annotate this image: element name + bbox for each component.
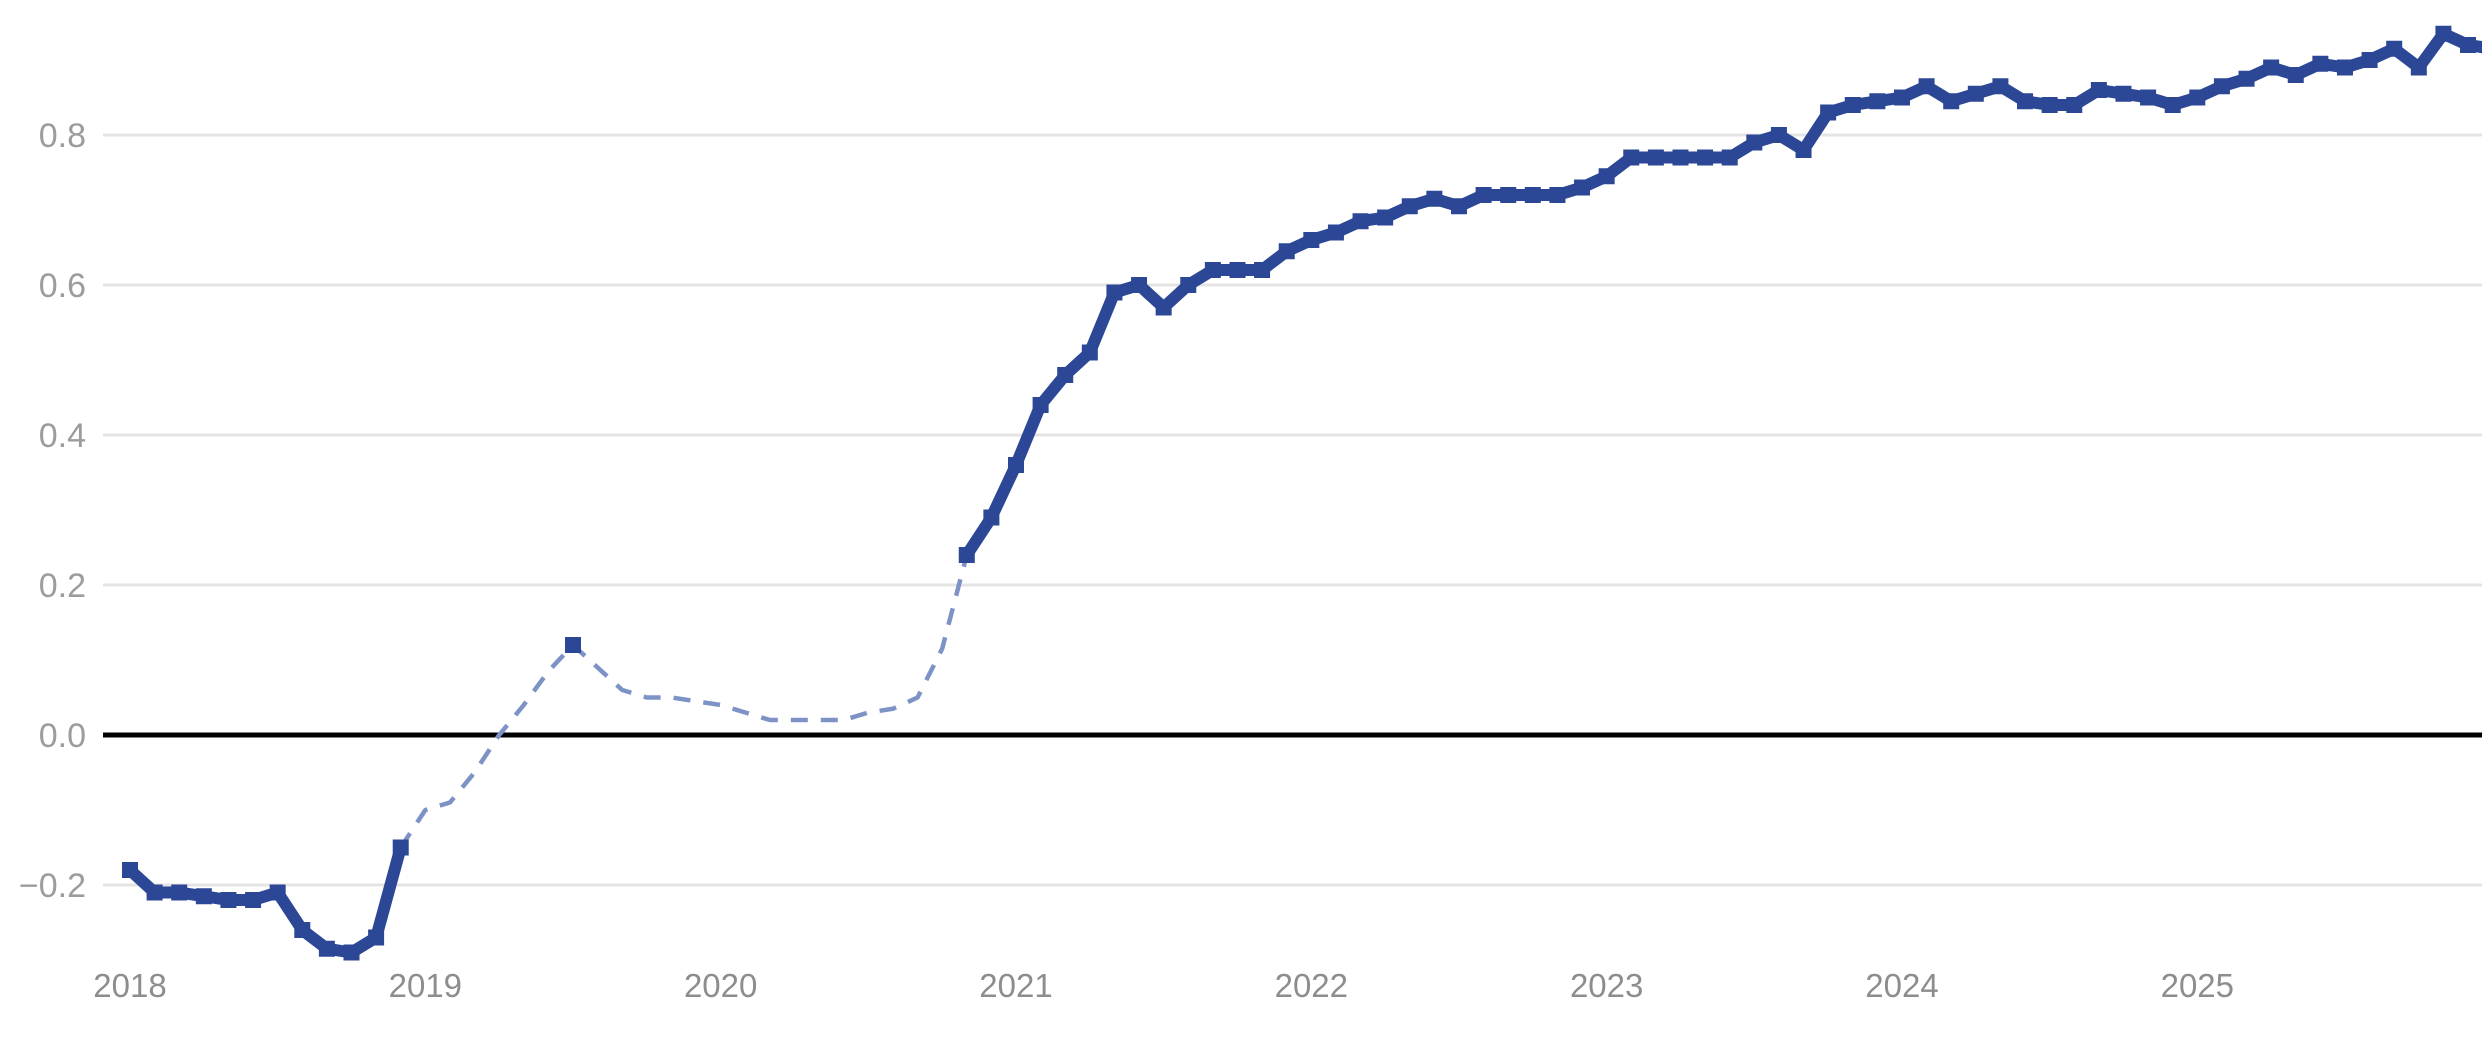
data-point-marker bbox=[1992, 78, 2009, 95]
data-point-marker bbox=[2115, 85, 2132, 102]
data-point-marker bbox=[146, 884, 163, 901]
y-tick-label: 0.2 bbox=[39, 567, 86, 605]
data-point-marker bbox=[2066, 97, 2083, 113]
data-point-marker bbox=[1032, 397, 1049, 413]
data-point-marker bbox=[1057, 367, 1074, 383]
data-point-marker bbox=[1574, 179, 1591, 196]
data-point-marker bbox=[1278, 243, 1295, 260]
data-point-marker bbox=[1254, 262, 1271, 278]
data-point-marker bbox=[1770, 127, 1787, 143]
y-tick-label: 0.6 bbox=[39, 267, 86, 305]
data-point-marker bbox=[1844, 97, 1861, 113]
x-tick-label: 2018 bbox=[93, 967, 166, 1004]
data-point-marker bbox=[1450, 198, 1467, 215]
data-point-marker bbox=[1352, 213, 1369, 230]
data-point-marker bbox=[564, 637, 581, 653]
data-point-marker bbox=[1672, 149, 1689, 166]
data-point-marker bbox=[2213, 78, 2230, 95]
y-tick-label: −0.2 bbox=[19, 867, 86, 905]
data-point-marker bbox=[1327, 224, 1344, 241]
data-point-marker bbox=[958, 547, 975, 563]
data-point-marker bbox=[1106, 284, 1123, 301]
data-point-marker bbox=[1229, 262, 1246, 278]
data-point-marker bbox=[2386, 40, 2403, 57]
data-point-marker bbox=[1598, 168, 1615, 185]
data-point-marker bbox=[1795, 142, 1812, 158]
data-point-marker bbox=[2336, 59, 2353, 76]
data-point-marker bbox=[1500, 187, 1517, 203]
data-point-marker bbox=[318, 940, 335, 957]
x-tick-label: 2020 bbox=[684, 967, 757, 1004]
series-line-dashed bbox=[398, 554, 969, 849]
data-point-marker bbox=[2287, 67, 2304, 83]
data-point-marker bbox=[1426, 190, 1443, 207]
data-point-marker bbox=[1967, 85, 1984, 102]
data-point-marker bbox=[2189, 89, 2206, 106]
data-point-marker bbox=[2460, 37, 2477, 53]
x-tick-label: 2022 bbox=[1275, 967, 1348, 1004]
data-point-marker bbox=[2140, 89, 2157, 106]
data-point-marker bbox=[245, 892, 262, 908]
series-line-solid bbox=[125, 845, 407, 959]
data-point-marker bbox=[1401, 198, 1418, 215]
data-point-marker bbox=[2238, 70, 2255, 87]
y-tick-label: 0.4 bbox=[39, 417, 86, 455]
data-point-marker bbox=[2410, 59, 2427, 76]
data-point-marker bbox=[1204, 262, 1221, 278]
data-point-marker bbox=[1303, 232, 1320, 248]
data-point-marker bbox=[1549, 187, 1566, 203]
data-point-marker bbox=[220, 892, 237, 908]
data-point-marker bbox=[1377, 209, 1394, 226]
data-point-marker bbox=[195, 888, 212, 905]
data-point-marker bbox=[2164, 97, 2181, 113]
data-point-marker bbox=[1943, 93, 1960, 110]
data-point-marker bbox=[1820, 104, 1837, 121]
data-point-marker bbox=[1869, 93, 1886, 110]
data-point-marker bbox=[171, 884, 188, 901]
data-point-marker bbox=[2041, 97, 2058, 113]
data-point-marker bbox=[2361, 52, 2378, 68]
x-tick-label: 2019 bbox=[389, 967, 462, 1004]
data-point-marker bbox=[269, 884, 286, 901]
x-tick-label: 2024 bbox=[1865, 967, 1938, 1004]
data-point-marker bbox=[1697, 149, 1714, 166]
x-tick-label: 2025 bbox=[2161, 967, 2234, 1004]
data-point-marker bbox=[368, 929, 385, 946]
data-point-marker bbox=[2017, 93, 2034, 110]
data-point-marker bbox=[1524, 187, 1541, 203]
data-point-marker bbox=[1893, 89, 1910, 106]
data-point-marker bbox=[1721, 149, 1738, 166]
data-point-marker bbox=[343, 944, 360, 961]
data-point-marker bbox=[1180, 277, 1197, 293]
data-point-marker bbox=[294, 922, 311, 938]
data-point-marker bbox=[2435, 25, 2452, 42]
data-point-marker bbox=[983, 509, 1000, 526]
data-point-marker bbox=[1623, 149, 1640, 166]
data-point-marker bbox=[2263, 59, 2280, 76]
data-point-marker bbox=[1131, 277, 1148, 293]
data-point-marker bbox=[122, 862, 138, 878]
x-tick-label: 2021 bbox=[979, 967, 1052, 1004]
data-point-marker bbox=[1475, 187, 1492, 203]
data-point-marker bbox=[1155, 299, 1172, 316]
data-point-marker bbox=[2090, 82, 2107, 98]
data-point-marker bbox=[1746, 134, 1763, 151]
y-tick-label: 0.8 bbox=[39, 117, 86, 155]
y-tick-label: 0.0 bbox=[39, 717, 86, 755]
data-point-marker bbox=[1081, 344, 1098, 361]
data-point-marker bbox=[1647, 149, 1664, 166]
data-point-marker bbox=[2312, 55, 2329, 72]
x-tick-label: 2023 bbox=[1570, 967, 1643, 1004]
data-point-marker bbox=[1007, 457, 1024, 473]
data-point-marker bbox=[1918, 78, 1935, 95]
data-point-marker bbox=[392, 839, 409, 856]
series-line-solid bbox=[961, 27, 2482, 559]
